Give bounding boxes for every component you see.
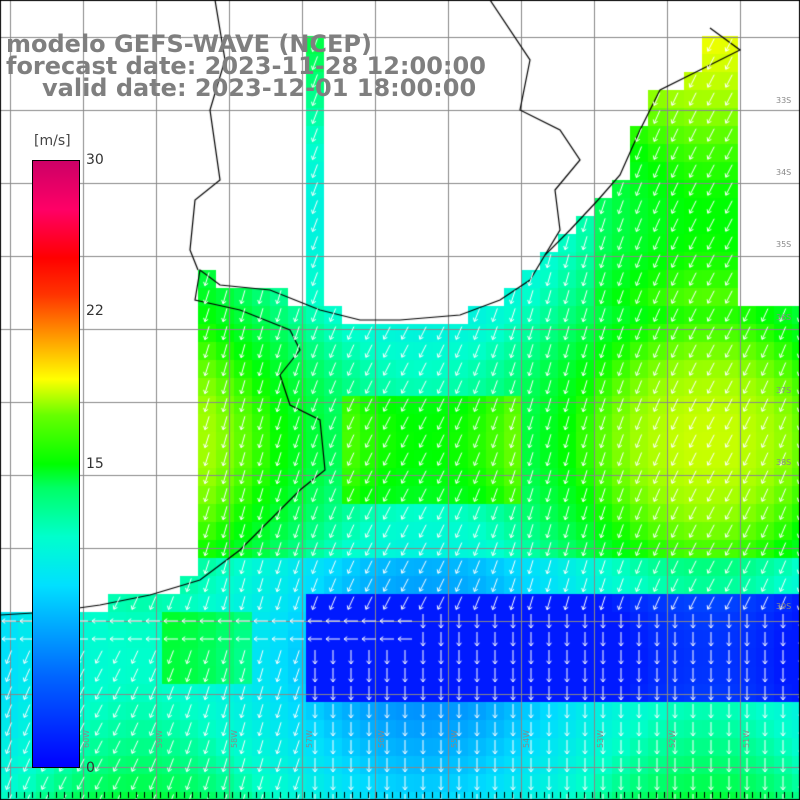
- lon-label: 53W: [596, 729, 605, 748]
- title-forecast-date: forecast date: 2023-11-28 12:00:00: [6, 52, 486, 80]
- colorbar-tick-15: 15: [86, 456, 104, 472]
- colorbar-tick-30: 30: [86, 152, 104, 168]
- lat-label: 35S: [776, 240, 792, 249]
- lon-label: 56W: [377, 729, 386, 748]
- lon-label: 60W: [82, 729, 91, 748]
- lat-label: 34S: [776, 168, 792, 177]
- lat-label: 36S: [776, 313, 792, 322]
- lat-label: 39S: [776, 602, 792, 611]
- title-valid-date: valid date: 2023-12-01 18:00:00: [42, 74, 477, 102]
- lon-label: 54W: [522, 729, 531, 748]
- colorbar-tick-0: 0: [86, 760, 95, 776]
- lat-label: 33S: [776, 96, 792, 105]
- lon-label: 52W: [668, 729, 677, 748]
- lon-label: 51W: [742, 729, 751, 748]
- colorbar-unit: [m/s]: [34, 133, 71, 149]
- lon-label: 59W: [155, 729, 164, 748]
- title-model: modelo GEFS-WAVE (NCEP): [6, 30, 372, 58]
- lon-label: 58W: [230, 729, 239, 748]
- wind-speed-colorbar: [32, 160, 80, 768]
- lon-label: 57W: [305, 729, 314, 748]
- lat-label: 37S: [776, 386, 792, 395]
- lat-label: 38S: [776, 458, 792, 467]
- lon-label: 55W: [450, 729, 459, 748]
- colorbar-tick-22: 22: [86, 303, 104, 319]
